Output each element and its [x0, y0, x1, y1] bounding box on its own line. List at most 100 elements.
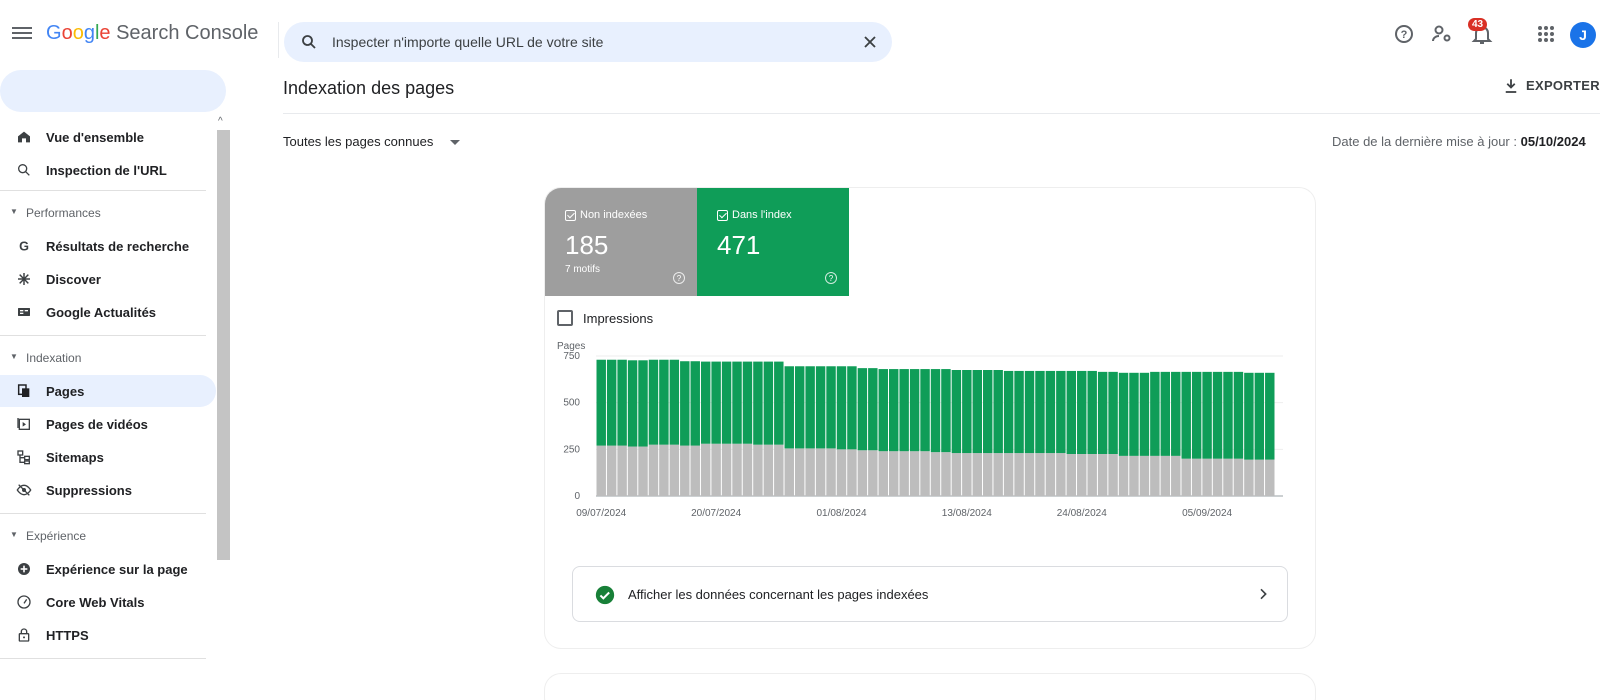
help-icon[interactable]: ? [1392, 22, 1416, 46]
bar-not-indexed[interactable] [1003, 453, 1014, 496]
bar-not-indexed[interactable] [606, 445, 617, 496]
bar-not-indexed[interactable] [1171, 455, 1181, 496]
bar-not-indexed[interactable] [941, 452, 951, 496]
bar-not-indexed[interactable] [659, 444, 669, 496]
bar-not-indexed[interactable] [1160, 455, 1171, 496]
checkbox-empty-icon[interactable] [557, 310, 573, 326]
bar-not-indexed[interactable] [1014, 453, 1024, 496]
section-indexation[interactable]: ▼ Indexation [0, 346, 216, 370]
bar-indexed[interactable] [721, 361, 732, 444]
bar-indexed[interactable] [1129, 372, 1139, 456]
bar-not-indexed[interactable] [763, 444, 774, 496]
bar-indexed[interactable] [951, 370, 962, 454]
bar-not-indexed[interactable] [1265, 459, 1275, 496]
menu-icon[interactable] [12, 24, 32, 44]
bar-indexed[interactable] [1254, 372, 1265, 460]
help-icon[interactable]: ? [825, 272, 837, 284]
bar-indexed[interactable] [1087, 370, 1097, 454]
bar-indexed[interactable] [972, 370, 983, 454]
bar-not-indexed[interactable] [815, 448, 826, 496]
bar-not-indexed[interactable] [1139, 455, 1150, 496]
bar-not-indexed[interactable] [1223, 458, 1233, 496]
checkbox-checked-icon[interactable] [565, 210, 576, 221]
metric-not-indexed[interactable]: Non indexées 185 7 motifs ? [545, 188, 697, 296]
bar-not-indexed[interactable] [1233, 458, 1244, 496]
avatar[interactable]: J [1570, 22, 1596, 48]
scrollbar-thumb[interactable] [217, 130, 230, 560]
bar-indexed[interactable] [606, 359, 617, 446]
bar-not-indexed[interactable] [993, 453, 1003, 496]
checkbox-checked-icon[interactable] [717, 210, 728, 221]
bar-indexed[interactable] [909, 369, 920, 452]
bar-indexed[interactable] [784, 366, 794, 449]
bar-indexed[interactable] [1056, 370, 1066, 454]
view-indexed-pages-button[interactable]: Afficher les données concernant les page… [572, 566, 1288, 622]
bar-not-indexed[interactable] [1045, 453, 1056, 496]
bar-not-indexed[interactable] [627, 446, 638, 496]
bar-not-indexed[interactable] [1108, 454, 1118, 496]
bar-indexed[interactable] [941, 369, 951, 453]
bar-not-indexed[interactable] [732, 443, 742, 496]
bar-indexed[interactable] [836, 366, 847, 450]
bar-indexed[interactable] [617, 359, 627, 446]
bar-not-indexed[interactable] [690, 445, 700, 496]
bar-indexed[interactable] [627, 360, 638, 447]
bar-indexed[interactable] [1181, 371, 1191, 459]
bar-not-indexed[interactable] [721, 443, 732, 496]
search-input[interactable] [332, 22, 832, 62]
help-icon[interactable]: ? [673, 272, 685, 284]
bar-not-indexed[interactable] [680, 445, 690, 496]
bar-indexed[interactable] [1171, 371, 1181, 456]
product-logo[interactable]: Google Search Console [46, 22, 258, 45]
bar-not-indexed[interactable] [1254, 459, 1265, 496]
bar-indexed[interactable] [983, 370, 993, 454]
bar-not-indexed[interactable] [774, 444, 784, 496]
bar-indexed[interactable] [1139, 372, 1150, 456]
bar-indexed[interactable] [700, 361, 711, 444]
bar-not-indexed[interactable] [983, 453, 993, 496]
sidebar-item-google-news[interactable]: Google Actualités [0, 296, 216, 328]
bar-indexed[interactable] [826, 366, 836, 449]
bar-indexed[interactable] [1066, 370, 1077, 454]
sidebar-item-url-inspection[interactable]: Inspection de l'URL [0, 154, 216, 186]
bar-not-indexed[interactable] [617, 445, 627, 496]
bar-not-indexed[interactable] [1077, 454, 1087, 496]
bar-not-indexed[interactable] [1129, 455, 1139, 496]
bar-indexed[interactable] [920, 369, 930, 452]
bar-not-indexed[interactable] [1244, 459, 1254, 496]
bar-not-indexed[interactable] [1097, 454, 1108, 496]
section-experience[interactable]: ▼ Expérience [0, 524, 216, 548]
bar-indexed[interactable] [680, 361, 690, 446]
bar-indexed[interactable] [638, 360, 648, 447]
bar-indexed[interactable] [763, 361, 774, 445]
bar-not-indexed[interactable] [826, 448, 836, 496]
bar-not-indexed[interactable] [920, 451, 930, 496]
metric-indexed[interactable]: Dans l'index 471 ? [697, 188, 849, 296]
bar-not-indexed[interactable] [1035, 453, 1045, 496]
bar-indexed[interactable] [794, 366, 805, 449]
export-button[interactable]: EXPORTER [1526, 78, 1600, 93]
bar-indexed[interactable] [847, 366, 857, 450]
bar-indexed[interactable] [774, 361, 784, 445]
bar-indexed[interactable] [1045, 370, 1056, 454]
bar-indexed[interactable] [1118, 372, 1129, 456]
bar-not-indexed[interactable] [1066, 454, 1077, 496]
caret-down-icon[interactable] [450, 140, 460, 145]
bar-not-indexed[interactable] [1087, 454, 1097, 496]
sidebar-item-pages[interactable]: Pages [0, 375, 216, 407]
manage-users-icon[interactable] [1430, 22, 1454, 46]
bar-indexed[interactable] [868, 368, 878, 451]
bar-not-indexed[interactable] [899, 451, 909, 496]
bar-indexed[interactable] [930, 369, 941, 453]
bar-not-indexed[interactable] [888, 451, 899, 496]
bar-indexed[interactable] [1097, 371, 1108, 454]
bar-not-indexed[interactable] [1202, 458, 1212, 496]
bar-indexed[interactable] [711, 361, 721, 444]
bar-not-indexed[interactable] [1150, 455, 1160, 496]
bar-indexed[interactable] [878, 369, 888, 452]
sidebar-item-overview[interactable]: Vue d'ensemble [0, 121, 216, 153]
bar-not-indexed[interactable] [1056, 453, 1066, 496]
bar-indexed[interactable] [1150, 371, 1160, 456]
bar-indexed[interactable] [1233, 371, 1244, 459]
sidebar-scrollbar[interactable]: ^ [216, 116, 230, 700]
